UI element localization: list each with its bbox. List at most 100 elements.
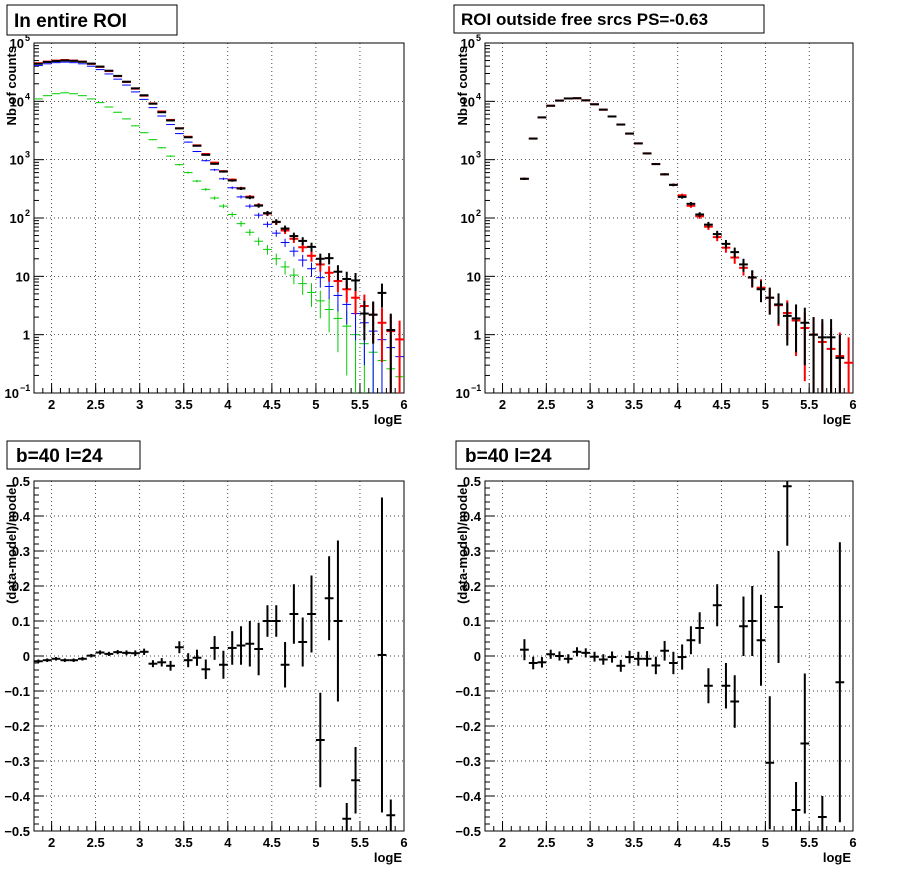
y-tick-exponent: 3 bbox=[25, 150, 30, 160]
data-point bbox=[634, 143, 643, 144]
x-tick-label: 2.5 bbox=[537, 835, 555, 850]
data-point bbox=[660, 173, 669, 175]
data-point bbox=[210, 163, 219, 165]
y-tick-label: 0 bbox=[23, 649, 30, 664]
x-tick-label: 5.5 bbox=[351, 397, 369, 412]
x-tick-label: 6 bbox=[400, 397, 407, 412]
data-point bbox=[96, 102, 105, 103]
x-tick-label: 2.5 bbox=[87, 397, 105, 412]
data-point bbox=[104, 107, 113, 108]
y-tick-label: 10 bbox=[10, 153, 24, 168]
data-point bbox=[157, 147, 166, 148]
x-tick-label: 2 bbox=[48, 397, 55, 412]
x-tick-label: 5 bbox=[312, 397, 319, 412]
x-tick-label: 5.5 bbox=[800, 835, 818, 850]
data-point bbox=[546, 105, 555, 106]
x-tick-label: 4.5 bbox=[263, 397, 281, 412]
y-axis-title: Nb of counts bbox=[4, 46, 19, 125]
x-tick-label: 3 bbox=[587, 835, 594, 850]
data-point bbox=[140, 132, 149, 133]
data-point bbox=[608, 116, 617, 117]
x-tick-label: 4.5 bbox=[713, 835, 731, 850]
chart-title: b=40 l=24 bbox=[16, 446, 103, 467]
x-tick-label: 5 bbox=[762, 835, 769, 850]
chart-title: ROI outside free srcs PS=-0.63 bbox=[461, 10, 708, 29]
x-tick-label: 2 bbox=[499, 397, 506, 412]
x-tick-label: 4 bbox=[674, 397, 682, 412]
x-tick-label: 5 bbox=[312, 835, 319, 850]
x-tick-label: 4 bbox=[224, 397, 232, 412]
x-tick-label: 2 bbox=[499, 835, 506, 850]
data-point bbox=[219, 171, 228, 173]
y-tick-label: −0.3 bbox=[4, 754, 30, 769]
data-point bbox=[643, 153, 652, 154]
x-tick-label: 3.5 bbox=[625, 397, 643, 412]
data-point bbox=[651, 163, 660, 165]
y-tick-label: −0.4 bbox=[4, 789, 30, 804]
x-tick-label: 5.5 bbox=[800, 397, 818, 412]
y-tick-label: 0.1 bbox=[463, 614, 481, 629]
x-tick-label: 4.5 bbox=[713, 397, 731, 412]
data-point bbox=[166, 120, 175, 121]
y-tick-label: −0.2 bbox=[4, 719, 30, 734]
y-tick-exponent: 2 bbox=[25, 208, 30, 218]
data-point bbox=[228, 179, 237, 181]
data-point bbox=[175, 133, 184, 134]
x-axis-title: logE bbox=[823, 850, 851, 865]
y-tick-label: 0 bbox=[474, 649, 481, 664]
data-point bbox=[131, 125, 140, 126]
data-point bbox=[149, 139, 158, 140]
x-tick-label: 2.5 bbox=[87, 835, 105, 850]
data-point bbox=[166, 124, 175, 125]
data-point bbox=[538, 117, 547, 118]
y-tick-exponent: −1 bbox=[471, 383, 481, 393]
data-point bbox=[184, 142, 193, 143]
data-point bbox=[157, 112, 166, 113]
y-tick-label: 10 bbox=[16, 269, 30, 284]
data-point bbox=[529, 138, 538, 139]
x-tick-label: 6 bbox=[849, 835, 856, 850]
y-tick-label: −0.5 bbox=[4, 824, 30, 839]
y-tick-label: 1 bbox=[474, 328, 481, 343]
data-point bbox=[122, 119, 131, 120]
y-tick-label: 10 bbox=[461, 211, 475, 226]
x-axis-title: logE bbox=[374, 412, 402, 427]
x-tick-label: 3.5 bbox=[175, 397, 193, 412]
x-tick-label: 3 bbox=[136, 835, 143, 850]
x-tick-label: 6 bbox=[400, 835, 407, 850]
y-tick-label: −0.1 bbox=[455, 684, 481, 699]
x-tick-label: 2 bbox=[48, 835, 55, 850]
data-point bbox=[616, 124, 625, 125]
y-tick-exponent: 2 bbox=[476, 208, 481, 218]
x-tick-label: 4.5 bbox=[263, 835, 281, 850]
y-axis-title: (data-model)/model bbox=[455, 484, 470, 604]
x-tick-label: 2.5 bbox=[537, 397, 555, 412]
y-tick-label: 10 bbox=[10, 211, 24, 226]
x-tick-label: 4 bbox=[224, 835, 232, 850]
y-tick-label: 10 bbox=[5, 386, 19, 401]
y-tick-label: −0.1 bbox=[4, 684, 30, 699]
x-tick-label: 5.5 bbox=[351, 835, 369, 850]
data-point bbox=[193, 145, 202, 146]
chart-title: b=40 l=24 bbox=[465, 446, 552, 467]
y-tick-exponent: 5 bbox=[476, 33, 481, 43]
data-point bbox=[175, 128, 184, 129]
y-tick-exponent: 4 bbox=[476, 91, 481, 101]
y-tick-label: −0.5 bbox=[455, 824, 481, 839]
x-axis-title: logE bbox=[823, 412, 851, 427]
x-tick-label: 3 bbox=[136, 397, 143, 412]
x-tick-label: 3 bbox=[587, 397, 594, 412]
x-tick-label: 4 bbox=[674, 835, 682, 850]
data-point bbox=[520, 178, 529, 180]
y-axis-title: Nb of counts bbox=[455, 46, 470, 125]
data-point bbox=[149, 103, 158, 104]
y-tick-exponent: 3 bbox=[476, 150, 481, 160]
y-tick-label: −0.4 bbox=[455, 789, 481, 804]
y-tick-label: 10 bbox=[461, 153, 475, 168]
x-tick-label: 5 bbox=[762, 397, 769, 412]
